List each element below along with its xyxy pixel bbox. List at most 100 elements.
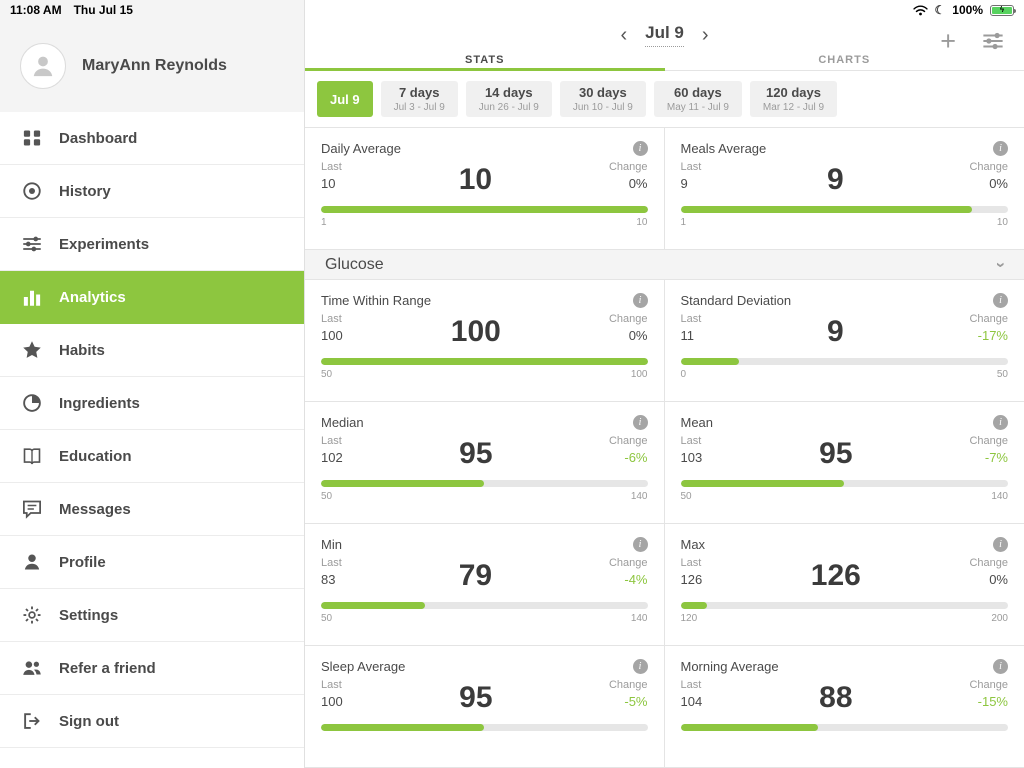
stat-card-title: Meals Average <box>680 141 767 157</box>
add-icon[interactable]: + <box>940 25 956 56</box>
info-icon[interactable]: i <box>632 537 648 552</box>
change-value: 0% <box>989 572 1008 587</box>
tab-stats[interactable]: STATS <box>305 50 665 72</box>
sidebar-item-label: Ingredients <box>59 394 140 412</box>
sidebar-item-label: Education <box>59 447 132 465</box>
change-label: Change <box>969 435 1008 447</box>
stat-card: Median i Last 102 95 Change -6% 50 140 <box>305 402 665 524</box>
chip-sub: Jul 3 - Jul 9 <box>393 102 445 114</box>
stat-value: 88 <box>819 681 853 714</box>
sidebar-item-analytics[interactable]: Analytics <box>0 271 304 324</box>
stat-value: 10 <box>458 163 493 197</box>
chip-label: 60 days <box>674 85 722 101</box>
user-name: MaryAnn Reynolds <box>82 57 227 74</box>
info-icon[interactable]: i <box>993 659 1008 674</box>
chip-label: 14 days <box>484 85 533 101</box>
range-chip-30-days[interactable]: 30 days Jun 10 - Jul 9 <box>559 81 646 118</box>
stat-progress-bar <box>680 358 1008 365</box>
change-value: 0% <box>628 176 648 192</box>
range-max-label: 140 <box>630 613 648 624</box>
last-value: 83 <box>321 572 336 587</box>
stat-card: Morning Average i Last 104 88 Change -15% <box>664 646 1024 768</box>
info-icon[interactable]: i <box>993 537 1008 552</box>
main-header: ‹ Jul 9 › + <box>305 20 1024 54</box>
battery-icon: ϟ <box>990 4 1016 16</box>
chip-sub: Jun 10 - Jul 9 <box>572 102 633 114</box>
info-icon[interactable]: i <box>632 141 648 157</box>
filter-sliders-icon[interactable] <box>982 30 1004 52</box>
sidebar-item-messages[interactable]: Messages <box>0 483 304 536</box>
last-value: 9 <box>680 176 688 192</box>
chevron-left-icon[interactable]: ‹ <box>620 23 628 46</box>
stat-progress-bar <box>680 602 1008 609</box>
tab-charts[interactable]: CHARTS <box>818 53 871 66</box>
record-icon <box>22 181 42 201</box>
last-label: Last <box>680 679 702 691</box>
range-chip-14-days[interactable]: 14 days Jun 26 - Jul 9 <box>465 81 552 118</box>
sidebar-item-history[interactable]: History <box>0 165 304 218</box>
sidebar-item-education[interactable]: Education <box>0 430 304 483</box>
stat-progress-bar <box>321 724 648 731</box>
sidebar-item-refer-a-friend[interactable]: Refer a friend <box>0 642 304 695</box>
range-chip-120-days[interactable]: 120 days Mar 12 - Jul 9 <box>749 81 838 118</box>
stats-grid-top: Daily Average i Last 10 10 Change 0% 1 10 Meals A… <box>305 127 1024 251</box>
status-date: Thu Jul 15 <box>73 3 133 17</box>
change-label: Change <box>969 557 1008 569</box>
stat-progress-bar <box>321 480 648 487</box>
sidebar-item-sign-out[interactable]: Sign out <box>0 695 304 748</box>
info-icon[interactable]: i <box>632 659 648 674</box>
moon-icon: ☾ <box>934 3 946 17</box>
sidebar-item-ingredients[interactable]: Ingredients <box>0 377 304 430</box>
sidebar-item-experiments[interactable]: Experiments <box>0 218 304 271</box>
range-max-label: 10 <box>636 217 648 229</box>
range-max-label: 100 <box>630 369 648 380</box>
range-chip-7-days[interactable]: 7 days Jul 3 - Jul 9 <box>380 81 458 118</box>
stat-card: Mean i Last 103 95 Change -7% 50 140 <box>664 402 1024 524</box>
change-value: -17% <box>977 328 1008 343</box>
sidebar-item-dashboard[interactable]: Dashboard <box>0 112 304 165</box>
info-icon[interactable]: i <box>993 415 1008 430</box>
sidebar-item-label: Settings <box>59 606 119 624</box>
last-label: Last <box>680 435 702 447</box>
battery-percent: 100% <box>952 3 983 17</box>
chip-label: 120 days <box>766 85 821 101</box>
last-value: 10 <box>321 176 336 192</box>
sidebar-item-label: Messages <box>59 500 131 518</box>
last-label: Last <box>680 557 702 569</box>
range-chip-jul-9[interactable]: Jul 9 <box>317 81 373 118</box>
stat-card-title: Standard Deviation <box>680 293 792 308</box>
chip-label: 7 days <box>398 85 440 101</box>
chevron-right-icon[interactable]: › <box>701 23 709 46</box>
stat-card-title: Daily Average <box>321 141 401 157</box>
last-value: 11 <box>680 328 695 343</box>
info-icon[interactable]: i <box>632 415 648 430</box>
glucose-section-header[interactable]: Glucose › <box>305 250 1024 280</box>
last-value: 126 <box>680 572 703 587</box>
range-max-label: 200 <box>991 613 1008 624</box>
sidebar-item-habits[interactable]: Habits <box>0 324 304 377</box>
sidebar-item-settings[interactable]: Settings <box>0 589 304 642</box>
date-nav: ‹ Jul 9 › <box>618 23 710 47</box>
stat-card-title: Morning Average <box>680 659 779 674</box>
sidebar-user-header[interactable]: MaryAnn Reynolds <box>0 0 304 112</box>
stat-card: Meals Average i Last 9 9 Change 0% 1 10 <box>664 128 1024 251</box>
last-value: 100 <box>321 328 343 343</box>
stat-card: Max i Last 126 126 Change 0% 120 200 <box>664 524 1024 646</box>
sidebar-item-label: Refer a friend <box>59 659 156 677</box>
range-chip-60-days[interactable]: 60 days May 11 - Jul 9 <box>653 81 742 118</box>
stats-grid-glucose: Time Within Range i Last 100 100 Change 0% 50 10… <box>305 280 1024 768</box>
stat-value: 95 <box>459 437 493 470</box>
sidebar-item-label: History <box>59 182 111 200</box>
sidebar-nav: Dashboard History Experiments Analytics Habi… <box>0 112 304 748</box>
stat-progress-bar <box>680 480 1008 487</box>
info-icon[interactable]: i <box>632 293 648 308</box>
range-min-label: 50 <box>321 491 333 502</box>
sidebar-item-profile[interactable]: Profile <box>0 536 304 589</box>
sidebar-item-label: Profile <box>59 553 106 571</box>
current-date[interactable]: Jul 9 <box>645 23 684 47</box>
info-icon[interactable]: i <box>993 141 1008 157</box>
info-icon[interactable]: i <box>993 293 1008 308</box>
range-min-label: 1 <box>680 217 687 229</box>
last-value: 102 <box>321 450 343 465</box>
